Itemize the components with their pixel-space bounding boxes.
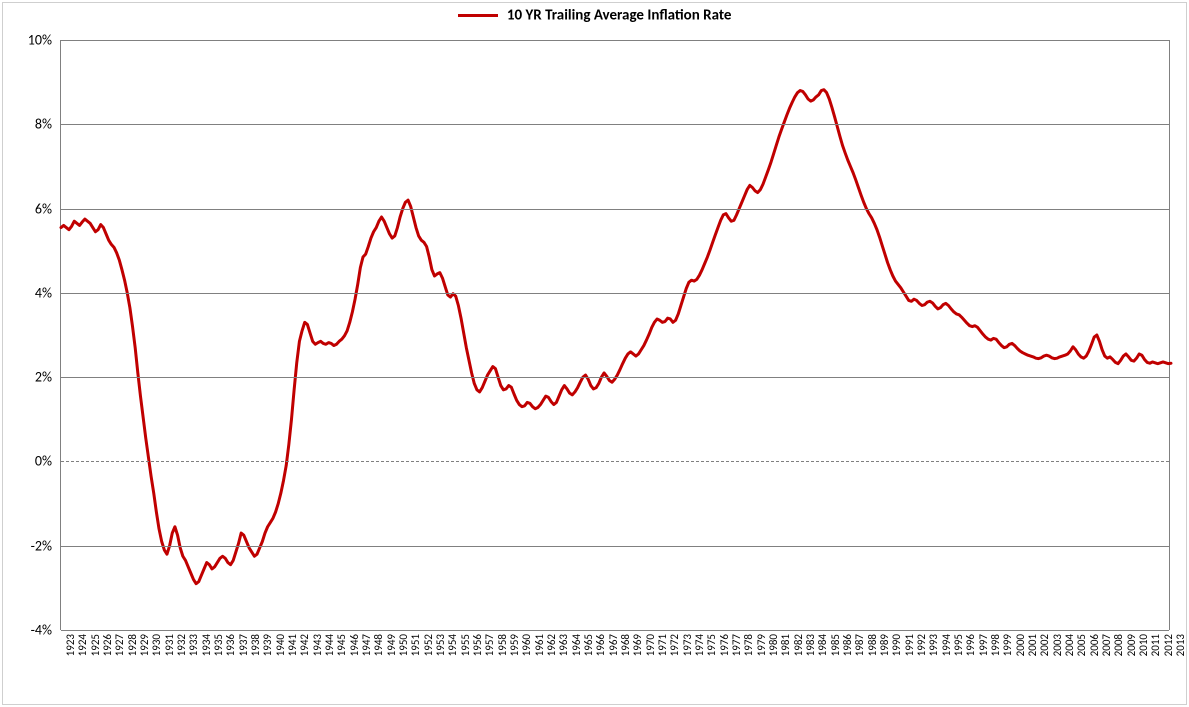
legend-swatch bbox=[458, 14, 498, 17]
x-tick-label: 1948 bbox=[372, 634, 385, 666]
y-gridline bbox=[61, 209, 1169, 210]
x-tick-label: 1994 bbox=[940, 634, 953, 666]
x-tick-label: 1951 bbox=[409, 634, 422, 666]
x-tick-label: 2005 bbox=[1075, 634, 1088, 666]
x-tick-label: 2011 bbox=[1149, 634, 1162, 666]
x-tick-label: 1984 bbox=[816, 634, 829, 666]
x-tick-label: 1969 bbox=[631, 634, 644, 666]
x-tick-label: 2002 bbox=[1038, 634, 1051, 666]
y-gridline bbox=[61, 461, 1169, 462]
y-tick-label: 10% bbox=[10, 32, 52, 49]
y-tick-label: -2% bbox=[10, 537, 52, 554]
x-tick-label: 1937 bbox=[237, 634, 250, 666]
x-tick-label: 1942 bbox=[298, 634, 311, 666]
x-tick-label: 2006 bbox=[1088, 634, 1101, 666]
x-tick-label: 1931 bbox=[163, 634, 176, 666]
x-tick-label: 1957 bbox=[483, 634, 496, 666]
x-tick-label: 1964 bbox=[570, 634, 583, 666]
x-tick-label: 1963 bbox=[557, 634, 570, 666]
x-tick-label: 1970 bbox=[644, 634, 657, 666]
x-tick-label: 1940 bbox=[274, 634, 287, 666]
x-tick-label: 1928 bbox=[126, 634, 139, 666]
y-gridline bbox=[61, 40, 1169, 41]
x-tick-label: 1982 bbox=[792, 634, 805, 666]
x-tick-label: 1943 bbox=[311, 634, 324, 666]
x-tick-label: 2013 bbox=[1174, 634, 1187, 666]
x-tick-label: 2012 bbox=[1162, 634, 1175, 666]
y-gridline bbox=[61, 546, 1169, 547]
x-tick-label: 1973 bbox=[681, 634, 694, 666]
x-tick-label: 1997 bbox=[977, 634, 990, 666]
x-tick-label: 1954 bbox=[446, 634, 459, 666]
x-tick-label: 1924 bbox=[76, 634, 89, 666]
x-tick-label: 1976 bbox=[718, 634, 731, 666]
x-tick-label: 1955 bbox=[459, 634, 472, 666]
x-tick-label: 1960 bbox=[520, 634, 533, 666]
x-tick-label: 1993 bbox=[927, 634, 940, 666]
y-tick-label: 6% bbox=[10, 200, 52, 217]
x-tick-label: 1972 bbox=[668, 634, 681, 666]
x-tick-label: 1961 bbox=[533, 634, 546, 666]
y-gridline bbox=[61, 293, 1169, 294]
x-tick-label: 1978 bbox=[742, 634, 755, 666]
plot-area bbox=[60, 40, 1170, 630]
x-tick-label: 1934 bbox=[200, 634, 213, 666]
x-tick-label: 1967 bbox=[607, 634, 620, 666]
y-gridline bbox=[61, 124, 1169, 125]
x-tick-label: 2000 bbox=[1014, 634, 1027, 666]
legend-label: 10 YR Trailing Average Inflation Rate bbox=[507, 6, 732, 24]
x-tick-label: 1925 bbox=[89, 634, 102, 666]
y-gridline bbox=[61, 377, 1169, 378]
x-tick-label: 1936 bbox=[224, 634, 237, 666]
x-tick-label: 1987 bbox=[853, 634, 866, 666]
x-tick-label: 1999 bbox=[1001, 634, 1014, 666]
x-tick-label: 1990 bbox=[890, 634, 903, 666]
y-gridline bbox=[61, 630, 1169, 631]
chart-legend: 10 YR Trailing Average Inflation Rate bbox=[0, 6, 1189, 24]
x-tick-label: 2008 bbox=[1112, 634, 1125, 666]
x-tick-label: 2003 bbox=[1051, 634, 1064, 666]
y-tick-label: 0% bbox=[10, 453, 52, 470]
x-tick-label: 1975 bbox=[705, 634, 718, 666]
inflation-chart: 10 YR Trailing Average Inflation Rate -4… bbox=[0, 0, 1189, 707]
x-tick-label: 1930 bbox=[150, 634, 163, 666]
y-tick-label: -4% bbox=[10, 622, 52, 639]
y-tick-label: 8% bbox=[10, 116, 52, 133]
x-tick-label: 1991 bbox=[903, 634, 916, 666]
x-tick-label: 1933 bbox=[187, 634, 200, 666]
x-tick-label: 1966 bbox=[594, 634, 607, 666]
x-tick-label: 1939 bbox=[261, 634, 274, 666]
x-tick-label: 1985 bbox=[829, 634, 842, 666]
y-tick-label: 4% bbox=[10, 284, 52, 301]
line-series bbox=[61, 40, 1171, 630]
x-tick-label: 1981 bbox=[779, 634, 792, 666]
inflation-line bbox=[61, 90, 1171, 584]
x-tick-label: 1952 bbox=[422, 634, 435, 666]
x-tick-label: 1958 bbox=[496, 634, 509, 666]
x-tick-label: 1927 bbox=[113, 634, 126, 666]
x-tick-label: 1945 bbox=[335, 634, 348, 666]
x-tick-label: 1996 bbox=[964, 634, 977, 666]
x-tick-label: 2009 bbox=[1125, 634, 1138, 666]
x-tick-label: 1946 bbox=[348, 634, 361, 666]
y-tick-label: 2% bbox=[10, 369, 52, 386]
x-tick-label: 1949 bbox=[385, 634, 398, 666]
x-tick-label: 1979 bbox=[755, 634, 768, 666]
x-tick-label: 1988 bbox=[866, 634, 879, 666]
